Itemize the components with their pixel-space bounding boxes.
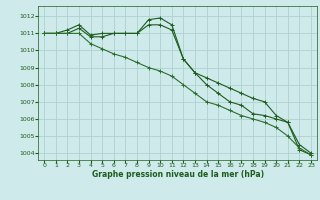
X-axis label: Graphe pression niveau de la mer (hPa): Graphe pression niveau de la mer (hPa) — [92, 170, 264, 179]
